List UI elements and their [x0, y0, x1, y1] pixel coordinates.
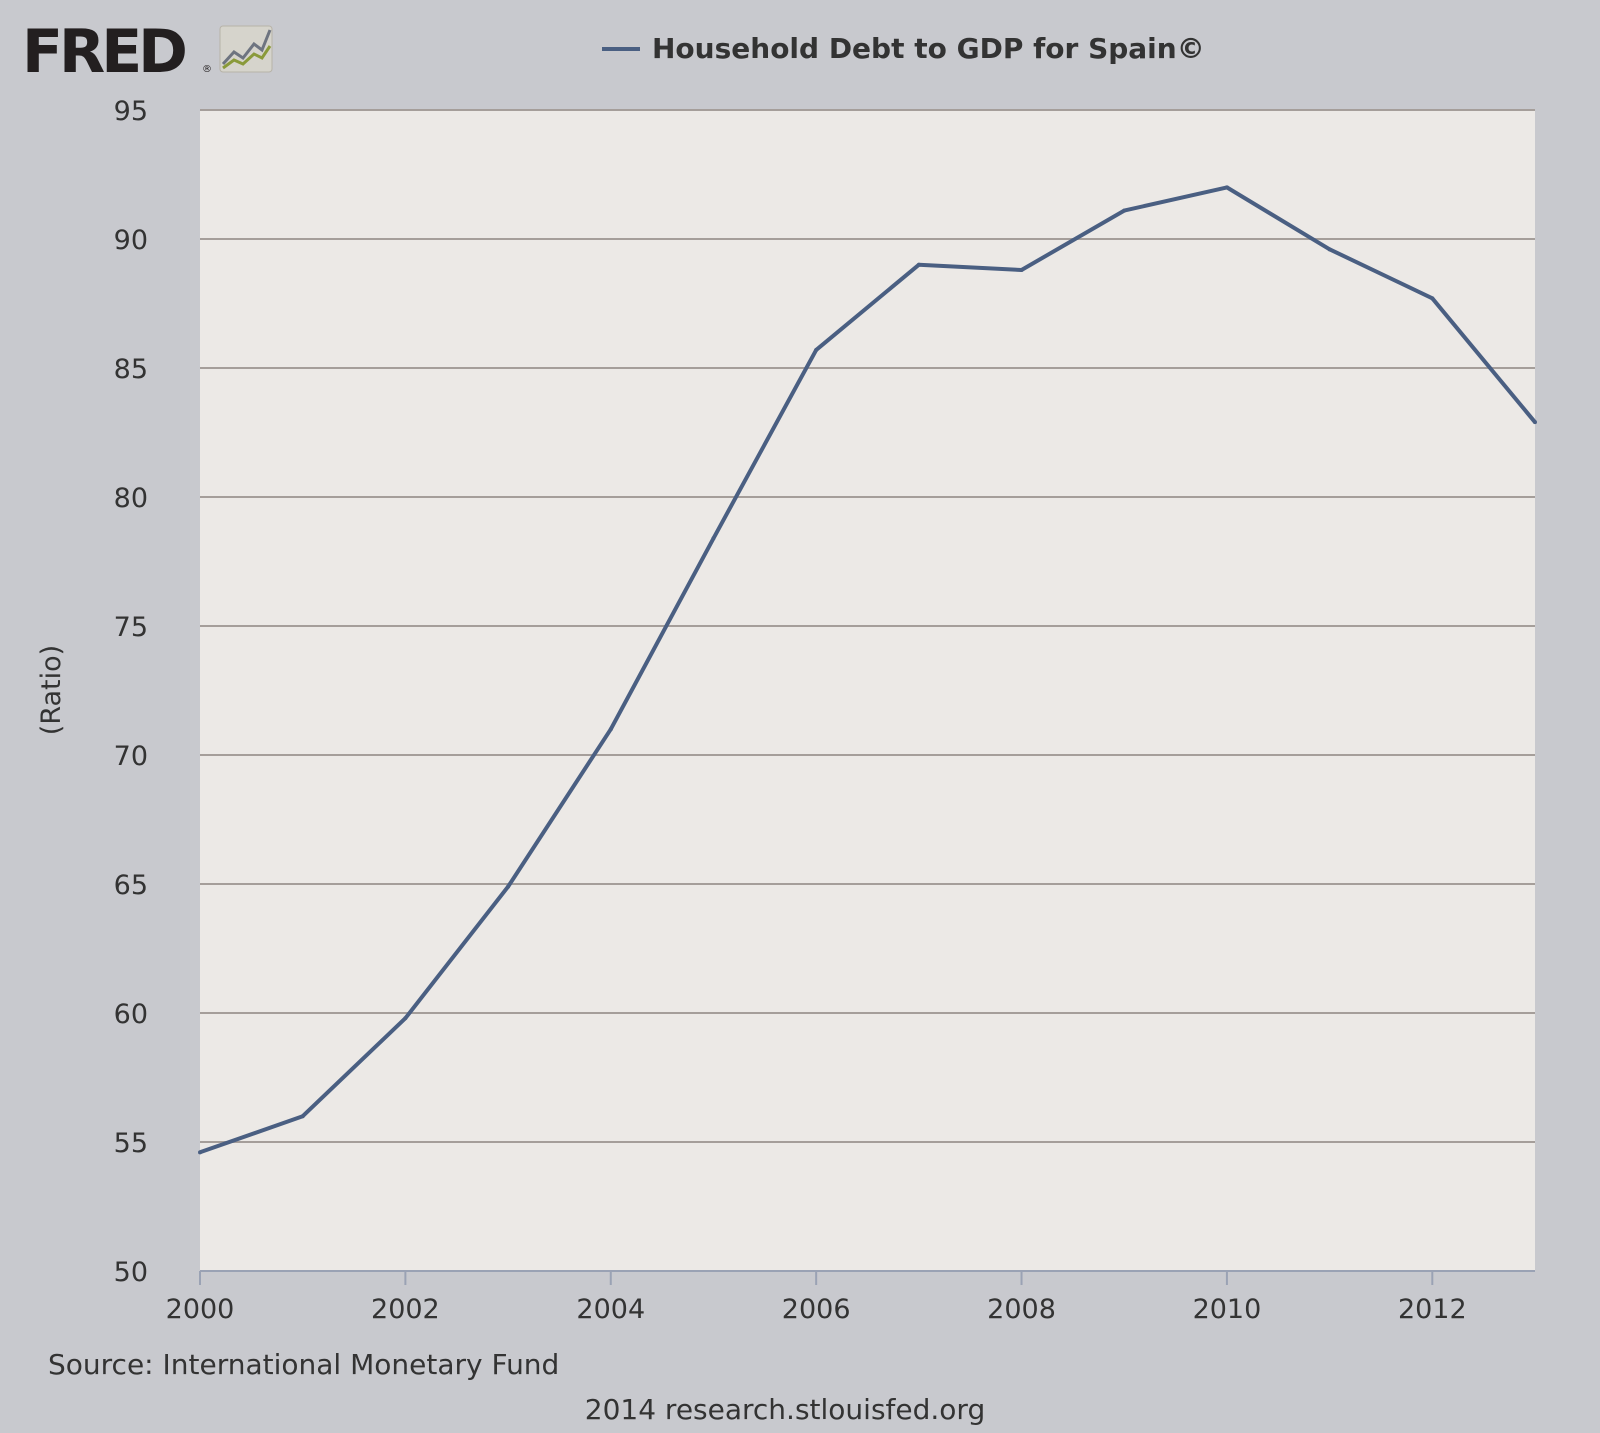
x-tick-label: 2010 [1193, 1294, 1262, 1325]
y-tick-label: 60 [114, 999, 148, 1030]
legend: Household Debt to GDP for Spain© [602, 32, 1205, 65]
x-tick-label: 2000 [166, 1294, 235, 1325]
y-tick-label: 75 [114, 612, 148, 643]
credit-note[interactable]: 2014 research.stlouisfed.org [584, 1393, 986, 1426]
fred-logo[interactable]: FRED ® [22, 17, 273, 87]
data-point[interactable] [1430, 296, 1435, 301]
fred-logo-registered-mark: ® [202, 64, 212, 75]
plot-area [200, 110, 1535, 1271]
fred-logo-text: FRED [22, 17, 185, 87]
y-axis-label: (Ratio) [36, 645, 67, 735]
x-tick-label: 2002 [371, 1294, 440, 1325]
data-point[interactable] [300, 1114, 305, 1119]
data-point[interactable] [814, 347, 819, 352]
y-tick-label: 95 [114, 96, 148, 127]
grid-lines [200, 109, 1535, 1143]
data-point[interactable] [1327, 247, 1332, 252]
x-tick-label: 2012 [1398, 1294, 1467, 1325]
y-tick-label: 90 [114, 225, 148, 256]
x-tick-label: 2008 [987, 1294, 1056, 1325]
y-axis-ticks: 50 55 60 65 70 75 80 85 90 95 [114, 96, 148, 1288]
data-point[interactable] [1122, 208, 1127, 213]
y-tick-label: 85 [114, 354, 148, 385]
series-line[interactable] [199, 185, 1537, 1155]
y-tick-label: 50 [114, 1257, 148, 1288]
x-axis-ticks: 2000 2002 2004 2006 2008 2010 2012 [166, 1271, 1467, 1325]
source-note: Source: International Monetary Fund [48, 1348, 560, 1381]
data-point[interactable] [198, 1150, 202, 1155]
data-point[interactable] [916, 262, 921, 267]
y-tick-label: 70 [114, 741, 148, 772]
y-tick-label: 65 [114, 870, 148, 901]
x-tick-label: 2006 [782, 1294, 851, 1325]
y-tick-label: 80 [114, 483, 148, 514]
data-point[interactable] [403, 1016, 408, 1021]
legend-label: Household Debt to GDP for Spain© [652, 32, 1205, 65]
data-point[interactable] [506, 884, 511, 889]
y-tick-label: 55 [114, 1128, 148, 1159]
fred-chart-icon [219, 25, 273, 73]
x-tick-label: 2004 [576, 1294, 645, 1325]
data-point[interactable] [1019, 267, 1024, 272]
series-layer [198, 185, 1537, 1155]
data-point[interactable] [1224, 185, 1229, 190]
data-point[interactable] [1533, 420, 1537, 425]
data-point[interactable] [608, 727, 613, 732]
data-point[interactable] [711, 536, 716, 541]
